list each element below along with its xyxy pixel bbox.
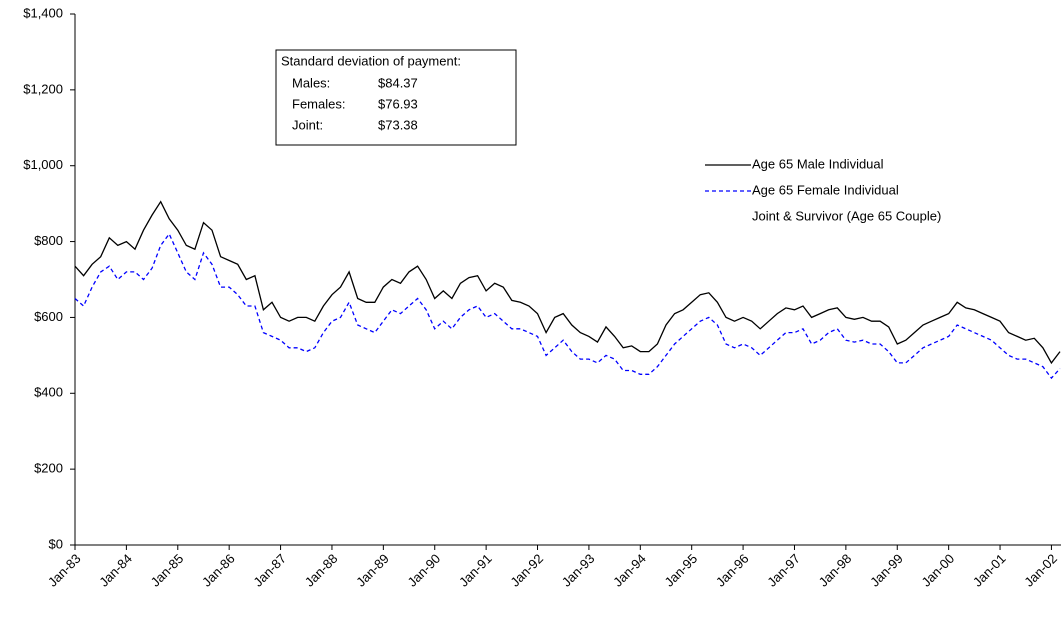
x-tick-label: Jan-99 [867,551,906,590]
x-tick-label: Jan-93 [559,551,598,590]
x-tick-label: Jan-87 [250,551,289,590]
legend-label: Joint & Survivor (Age 65 Couple) [752,208,941,223]
x-tick-label: Jan-00 [918,551,957,590]
annotation-label: Females: [292,96,345,111]
y-tick-label: $1,200 [23,81,63,96]
annotation-label: Joint: [292,117,323,132]
x-tick-label: Jan-88 [302,551,341,590]
y-tick-label: $600 [34,309,63,324]
x-tick-label: Jan-89 [353,551,392,590]
annotation-value: $76.93 [378,96,418,111]
y-tick-label: $400 [34,385,63,400]
annotation-title: Standard deviation of payment: [281,53,461,68]
x-tick-label: Jan-97 [764,551,803,590]
x-tick-label: Jan-85 [148,551,187,590]
x-tick-label: Jan-86 [199,551,238,590]
series-line [74,200,1061,365]
y-tick-label: $1,400 [23,5,63,20]
x-tick-label: Jan-83 [45,551,84,590]
annotation-box [275,49,517,146]
x-tick-label: Jan-92 [507,551,546,590]
annotation-value: $73.38 [378,117,418,132]
annotation-value: $84.37 [378,75,418,90]
y-tick-label: $1,000 [23,157,63,172]
x-tick-label: Jan-90 [405,551,444,590]
x-tick-label: Jan-98 [816,551,855,590]
legend-label: Age 65 Male Individual [752,156,884,171]
x-tick-label: Jan-91 [456,551,495,590]
series-line [74,232,1061,380]
x-tick-label: Jan-02 [1021,551,1060,590]
x-tick-label: Jan-01 [970,551,1009,590]
x-tick-label: Jan-95 [662,551,701,590]
x-tick-label: Jan-94 [610,551,649,590]
x-tick-label: Jan-96 [713,551,752,590]
legend-label: Age 65 Female Individual [752,182,899,197]
y-tick-label: $200 [34,461,63,476]
y-tick-label: $800 [34,233,63,248]
annotation-label: Males: [292,75,330,90]
x-tick-label: Jan-84 [96,551,135,590]
y-tick-label: $0 [49,536,63,551]
